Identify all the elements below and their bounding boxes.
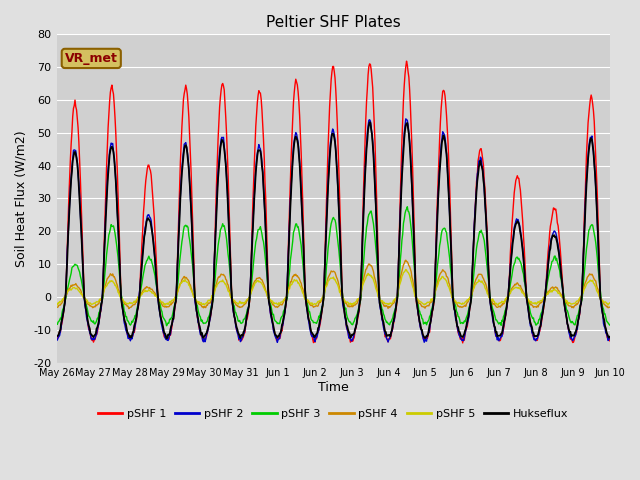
Text: VR_met: VR_met	[65, 52, 118, 65]
Title: Peltier SHF Plates: Peltier SHF Plates	[266, 15, 401, 30]
X-axis label: Time: Time	[317, 381, 348, 394]
Legend: pSHF 1, pSHF 2, pSHF 3, pSHF 4, pSHF 5, Hukseflux: pSHF 1, pSHF 2, pSHF 3, pSHF 4, pSHF 5, …	[93, 405, 573, 423]
Y-axis label: Soil Heat Flux (W/m2): Soil Heat Flux (W/m2)	[15, 130, 28, 267]
